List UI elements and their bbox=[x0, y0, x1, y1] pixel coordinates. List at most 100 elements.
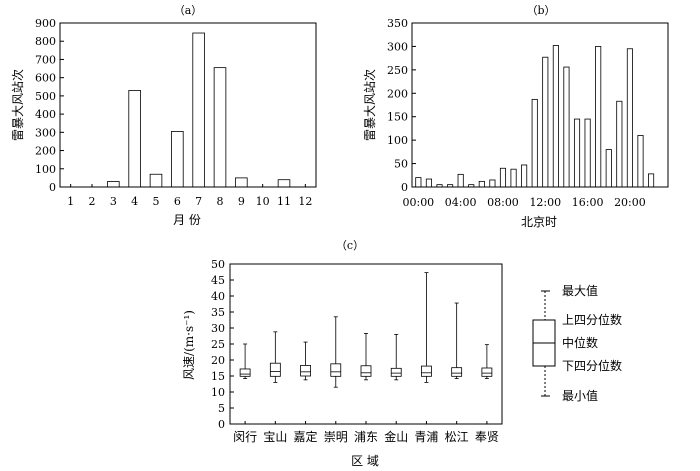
legend-label-min: 最小值 bbox=[562, 388, 598, 403]
panel-b-bar-hour-9 bbox=[510, 168, 517, 188]
panel-a-x-ticks: 1 2 3 4 5 6 7 8 9 10 11 12 bbox=[67, 184, 312, 208]
panel-c-xtick-label: 宝山 bbox=[263, 430, 287, 444]
panel-a-xtick-label: 12 bbox=[298, 195, 312, 208]
panel-c-box-嘉定 bbox=[300, 365, 311, 377]
panel-a-title: （a） bbox=[174, 4, 203, 17]
panel-c-ytick-label: 35 bbox=[211, 306, 225, 319]
panel-b-frame bbox=[411, 22, 669, 188]
panel-c-ytick-label: 15 bbox=[211, 370, 225, 383]
panel-c-ytick-label: 40 bbox=[211, 290, 225, 303]
panel-a-xtick-label: 2 bbox=[89, 195, 96, 208]
panel-b-bar-hour-15 bbox=[573, 118, 581, 188]
panel-b: （b） 0 50 100 150 200 250 300 350 00:00 04:00 08:0… bbox=[363, 4, 669, 229]
panel-a-bar-4 bbox=[128, 90, 141, 188]
panel-c-box-崇明 bbox=[330, 363, 342, 377]
panel-a-xtick-label: 3 bbox=[110, 195, 117, 208]
panel-a-xtick-label: 9 bbox=[238, 195, 245, 208]
panel-b-xtick-label: 08:00 bbox=[487, 196, 519, 209]
panel-a-bar-8 bbox=[213, 67, 227, 188]
panel-c-xtick-label: 浦东 bbox=[354, 430, 378, 444]
panel-b-bar-hour-21 bbox=[637, 135, 644, 188]
panel-c-ytick-label: 0 bbox=[218, 418, 225, 431]
panel-b-xtick-label: 20:00 bbox=[614, 196, 646, 209]
panel-b-bar-hour-16 bbox=[584, 118, 591, 188]
panel-c-box-浦东 bbox=[360, 365, 372, 377]
panel-a-bars bbox=[107, 32, 291, 188]
panel-b-bar-hour-0 bbox=[415, 177, 422, 188]
panel-a-ylabel: 雷暴大风站次 bbox=[11, 69, 25, 141]
panel-a-ytick-label: 800 bbox=[35, 35, 56, 48]
panel-b-xtick-label: 04:00 bbox=[445, 196, 477, 209]
panel-a-xtick-label: 1 bbox=[67, 195, 74, 208]
panel-a-xtick-label: 4 bbox=[131, 195, 138, 208]
panel-c-xtick-label: 崇明 bbox=[324, 430, 348, 444]
panel-c-box-金山 bbox=[390, 367, 402, 377]
panel-b-xtick-label: 12:00 bbox=[529, 196, 561, 209]
panel-a-bar-7 bbox=[192, 32, 205, 188]
panel-c-xtick-label: 青浦 bbox=[414, 430, 438, 444]
panel-b-xtick-label: 16:00 bbox=[572, 196, 604, 209]
panel-b-ytick-label: 200 bbox=[387, 87, 408, 100]
panel-c-xtick-label: 闵行 bbox=[233, 429, 257, 444]
panel-b-bars bbox=[415, 45, 655, 188]
panel-b-x-ticks: 00:00 04:00 08:00 12:00 16:00 20:00 bbox=[402, 184, 646, 209]
panel-b-bar-hour-10 bbox=[521, 164, 528, 188]
panel-c-ytick-label: 30 bbox=[211, 322, 225, 335]
panel-b-xtick-label: 00:00 bbox=[402, 196, 434, 209]
panel-a-xtick-label: 11 bbox=[277, 195, 291, 208]
panel-b-bar-hour-19 bbox=[616, 100, 623, 188]
panel-b-ytick-label: 150 bbox=[387, 111, 408, 124]
panel-a-ytick-label: 400 bbox=[35, 108, 56, 121]
panel-c-boxes bbox=[239, 272, 493, 388]
panel-a-ytick-label: 900 bbox=[35, 17, 56, 30]
panel-b-title: （b） bbox=[526, 4, 555, 17]
panel-c-box-青浦 bbox=[421, 365, 432, 377]
panel-b-ytick-label: 0 bbox=[401, 181, 408, 194]
panel-c-ytick-label: 50 bbox=[211, 258, 225, 271]
panel-c-legend: 最大值 上四分位数 中位数 下四分位数 最小值 bbox=[532, 283, 622, 403]
panel-c-box-闵行 bbox=[239, 368, 251, 377]
panel-c-box-宝山 bbox=[269, 362, 281, 377]
panel-c-x-ticks: 闵行 宝山 嘉定 崇明 浦东 金山 青浦 松江 奉贤 bbox=[233, 421, 499, 444]
panel-b-bar-hour-12 bbox=[542, 56, 549, 188]
panel-a-xtick-label: 5 bbox=[153, 195, 160, 208]
panel-a-ytick-label: 100 bbox=[35, 163, 56, 176]
panel-b-bar-hour-6 bbox=[478, 180, 485, 188]
panel-a-ytick-label: 300 bbox=[35, 126, 56, 139]
panel-c-ytick-label: 10 bbox=[211, 386, 225, 399]
panel-a-bar-9 bbox=[235, 177, 248, 188]
panel-c-ytick-label: 25 bbox=[211, 338, 225, 351]
panel-a-xtick-label: 7 bbox=[195, 195, 202, 208]
panel-c-xtick-label: 金山 bbox=[384, 429, 408, 444]
legend-label-q3: 上四分位数 bbox=[562, 312, 622, 327]
panel-a-ytick-label: 600 bbox=[35, 72, 56, 85]
panel-c-ylabel: 风速/(m·s⁻¹) bbox=[182, 310, 196, 380]
panel-a-ytick-label: 200 bbox=[35, 145, 56, 158]
panel-b-bar-hour-1 bbox=[425, 178, 432, 188]
panel-b-ytick-label: 100 bbox=[387, 134, 408, 147]
panel-b-bar-hour-22 bbox=[648, 173, 655, 188]
legend-label-median: 中位数 bbox=[562, 335, 598, 350]
panel-b-ytick-label: 350 bbox=[387, 17, 408, 30]
panel-a-ytick-label: 500 bbox=[35, 90, 56, 103]
panel-b-ytick-label: 50 bbox=[394, 158, 408, 171]
panel-a-bar-3 bbox=[107, 181, 120, 188]
panel-c-xtick-label: 嘉定 bbox=[294, 429, 318, 444]
panel-b-bar-hour-8 bbox=[499, 167, 507, 188]
panel-c-ytick-label: 45 bbox=[211, 274, 225, 287]
legend-label-max: 最大值 bbox=[562, 283, 598, 298]
panel-c-xtick-label: 奉贤 bbox=[475, 430, 499, 444]
panel-b-y-ticks: 0 50 100 150 200 250 300 350 bbox=[387, 17, 416, 194]
panel-b-bar-hour-18 bbox=[605, 149, 612, 188]
panel-c-ytick-label: 5 bbox=[218, 402, 225, 415]
panel-a-xtick-label: 10 bbox=[256, 195, 270, 208]
panel-b-ytick-label: 300 bbox=[387, 40, 408, 53]
panel-c-box-奉贤 bbox=[481, 367, 493, 377]
panel-c-box-松江 bbox=[451, 367, 463, 377]
panel-a-frame bbox=[59, 22, 317, 188]
panel-b-bar-hour-17 bbox=[595, 46, 602, 188]
panel-c: （c） 0 5 10 15 20 25 30 35 40 45 50 闵行 宝山 嘉定 崇明 浦东 金山 青浦松… bbox=[182, 239, 622, 468]
panel-b-bar-hour-7 bbox=[489, 179, 496, 188]
panel-a-bar-6 bbox=[171, 131, 184, 188]
